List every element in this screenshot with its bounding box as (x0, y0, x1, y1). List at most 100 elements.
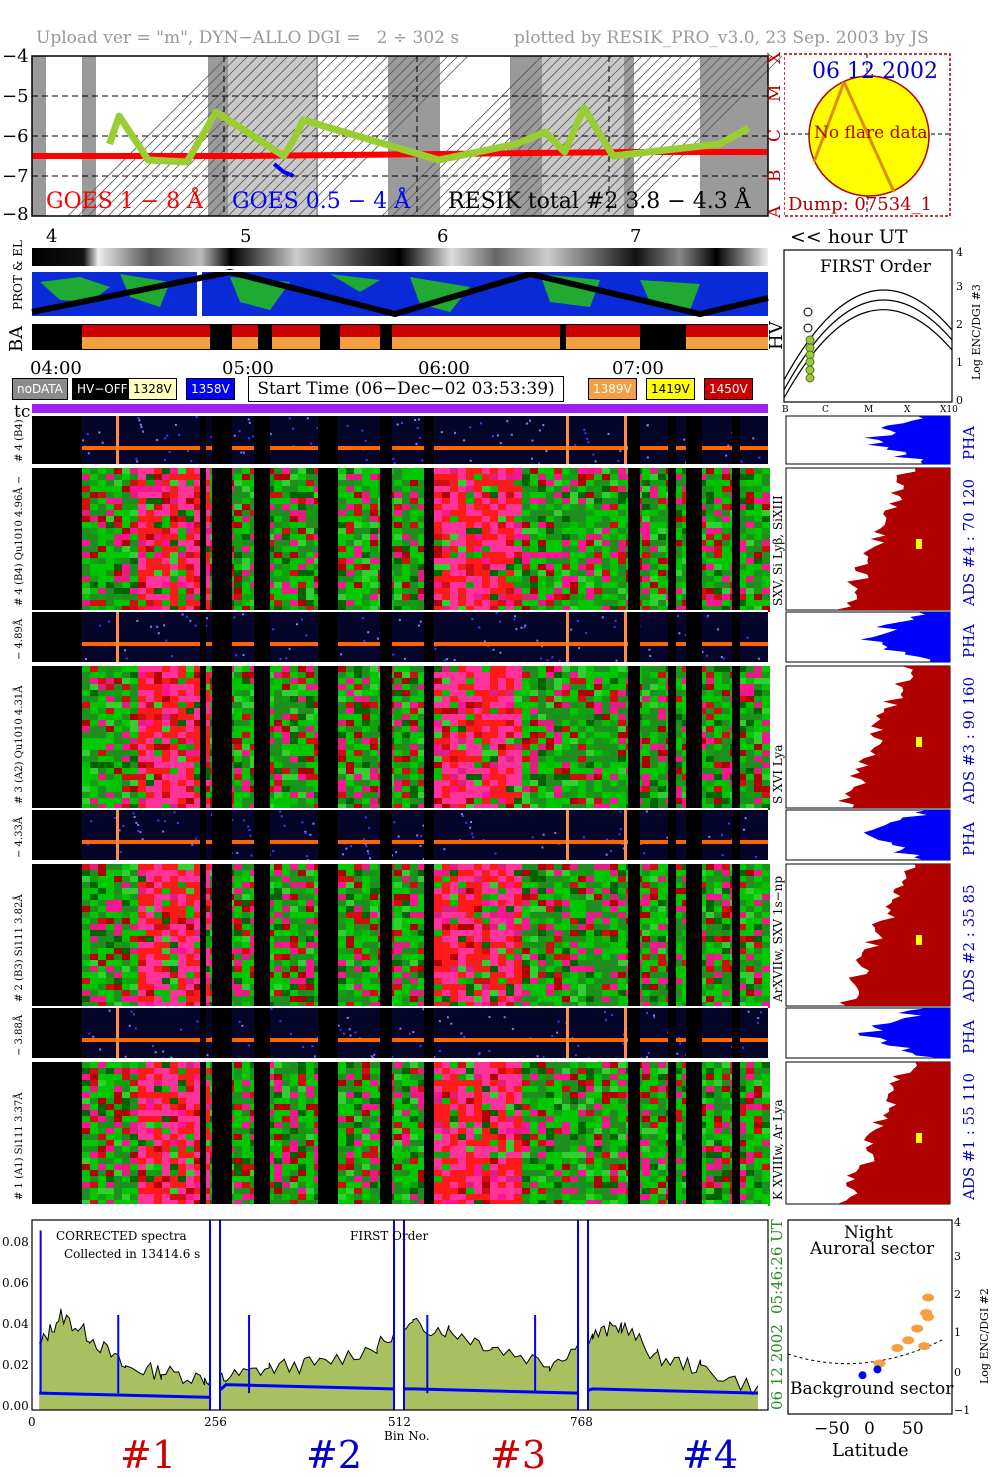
spectrum-panel: 0.00 0.02 0.04 0.06 0.08 CORRECTED spect… (2, 1219, 786, 1477)
ba-orange-2 (272, 337, 320, 349)
spec-xtick-768: 768 (570, 1415, 593, 1429)
ephemeris-strip (32, 248, 768, 266)
pha-hist-4 (785, 1007, 951, 1059)
pha-hist-1 (785, 415, 951, 465)
sun-panel: 06 12 2002 No flare data Dump: 07534_1 (784, 53, 951, 217)
pha-label-4: − 3.88Å (13, 1014, 25, 1056)
first-order-title: FIRST Order (820, 257, 932, 277)
hv-legend-item: HV−OFF (72, 378, 133, 400)
pha-spectrogram-4 (32, 1008, 768, 1060)
goes-class-b: B (765, 170, 785, 183)
hour-unit-label: << hour UT (790, 226, 908, 248)
ads-label-3: ADS #2 : 35 85 (960, 884, 978, 1003)
orbit-auroral: Auroral sector (809, 1239, 935, 1259)
ba-orange-4 (392, 337, 560, 349)
ads-hist-3 (785, 863, 951, 1007)
fo-xtick-b: B (782, 405, 789, 415)
boundary-1 (394, 1220, 404, 1410)
lines-label-3: ArXVIIw, SXV 1s−np (771, 876, 785, 1003)
hv-legend-item: 1450V (704, 378, 753, 400)
pha-side-3: PHA (960, 822, 978, 856)
hv-legend-item: 1358V (186, 378, 235, 400)
auroral-point (922, 1293, 935, 1302)
auroral-point (902, 1336, 915, 1345)
ba-label: BA (6, 325, 27, 352)
spec-channel-2: #2 (306, 1433, 362, 1477)
spec-xlabel: Bin No. (384, 1429, 430, 1443)
spec-ytick-2: 0.04 (2, 1317, 29, 1331)
auroral-point (891, 1344, 904, 1353)
ba-red-3 (340, 325, 380, 337)
lines-label-4: K XVIIIw, Ar Lya (771, 1099, 785, 1200)
legend-resik: RESIK total #2 3.8 − 4.3 Å (448, 186, 752, 214)
orbit-xtick-0: 0 (864, 1419, 875, 1439)
auroral-point (918, 1342, 931, 1351)
pha-label-1: # 4 (B4) − 6.09Å (13, 414, 25, 462)
spec-label-3: # 2 (B3) Si111 3.82Å (13, 894, 25, 1002)
spec-order: FIRST Order (350, 1229, 428, 1243)
ba-orange-1 (232, 337, 258, 349)
orbit-track (31, 268, 769, 318)
auroral-point (911, 1324, 924, 1333)
fo-xtick-x10: X10 (940, 405, 958, 415)
orbit-ytick-1: 1 (954, 1326, 961, 1339)
ba-orange-6 (686, 337, 768, 349)
ads-hist-4 (785, 1061, 951, 1205)
ads-hist-1 (785, 467, 951, 611)
channel-panels: # 4 (B4) − 6.09Å # 4 (B4) Qu1010 4.96Å − S… (13, 414, 978, 1206)
hv-label: HV (766, 320, 787, 350)
legend-goes-short: GOES 0.5 − 4 Å (232, 186, 411, 214)
goes-panel: −4 −5 −6 −7 −8 X M C B A GOES 1 − 8 Å GO… (2, 48, 785, 220)
orbit-ytick-m1: −1 (954, 1404, 970, 1417)
spectrum-line (39, 1308, 759, 1396)
legend-goes-long: GOES 1 − 8 Å (46, 186, 204, 214)
hv-legend-item: noDATA (12, 378, 68, 400)
pha-label-3: − 4.33Å (13, 816, 25, 858)
spectrogram-3 (32, 864, 770, 1008)
fo-xtick-m: M (864, 405, 873, 415)
pha-side-1: PHA (960, 426, 978, 460)
goes-frame (31, 55, 769, 217)
spectrogram-4 (32, 1062, 770, 1206)
orbit-panel: Night Auroral sector Background sector −… (787, 1216, 991, 1461)
orbit-xtick-50: 50 (902, 1419, 924, 1439)
ads-label-2: ADS #3 : 90 160 (960, 677, 978, 805)
time-tick-0400: 04:00 (30, 358, 82, 379)
spec-xtick-0: 0 (28, 1415, 36, 1429)
orbit-ylabel: Log ENC/DGI #2 (978, 1288, 991, 1384)
pha-hist-2 (785, 611, 951, 663)
auroral-point (922, 1313, 935, 1321)
fo-xtick-c: C (822, 405, 829, 415)
ba-orange-5 (566, 337, 640, 349)
hour-tick-4: 4 (46, 226, 57, 247)
first-order-panel: FIRST Order B C M X X10 0 1 2 3 4 Log EN… (782, 246, 983, 415)
spec-ytick-4: 0.08 (2, 1235, 29, 1249)
ads-label-4: ADS #1 : 55 110 (960, 1073, 978, 1201)
fo-ytick-1: 1 (956, 356, 963, 369)
prot-label: PROT & EL (11, 240, 25, 310)
hv-legend-item: 1389V (588, 378, 637, 400)
orbit-ytick-4: 4 (954, 1216, 961, 1229)
time-tick-0500: 05:00 (222, 358, 274, 379)
pha-side-2: PHA (960, 624, 978, 658)
spec-label-2: # 3 (A2) Qu1010 4.31Å (13, 685, 25, 804)
goes-series-1 (272, 162, 295, 178)
ba-orange-3 (340, 337, 380, 349)
spec-label-1: # 4 (B4) Qu1010 4.96Å − (13, 476, 25, 606)
pha-label-2: − 4.89Å (13, 618, 25, 660)
goes-class-x: X (765, 51, 785, 64)
ba-red-6 (686, 325, 768, 337)
ba-red-5 (566, 325, 640, 337)
orbit-points (858, 1293, 935, 1380)
fo-ylabel: Log ENC/DGI #3 (970, 284, 983, 380)
time-tick-0600: 06:00 (418, 358, 470, 379)
boundary-0 (210, 1220, 220, 1410)
pha-spectrogram-3 (32, 810, 768, 862)
goes-ytick-1: −4 (2, 48, 29, 67)
orbit-ytick-0: 0 (954, 1366, 961, 1379)
spec-channel-1: #1 (120, 1433, 176, 1477)
fo-ytick-0: 0 (956, 394, 963, 407)
spec-ytick-0: 0.00 (2, 1399, 29, 1413)
spec-time: 05:46:26 UT (768, 1219, 786, 1314)
spectrogram-1 (32, 468, 770, 612)
